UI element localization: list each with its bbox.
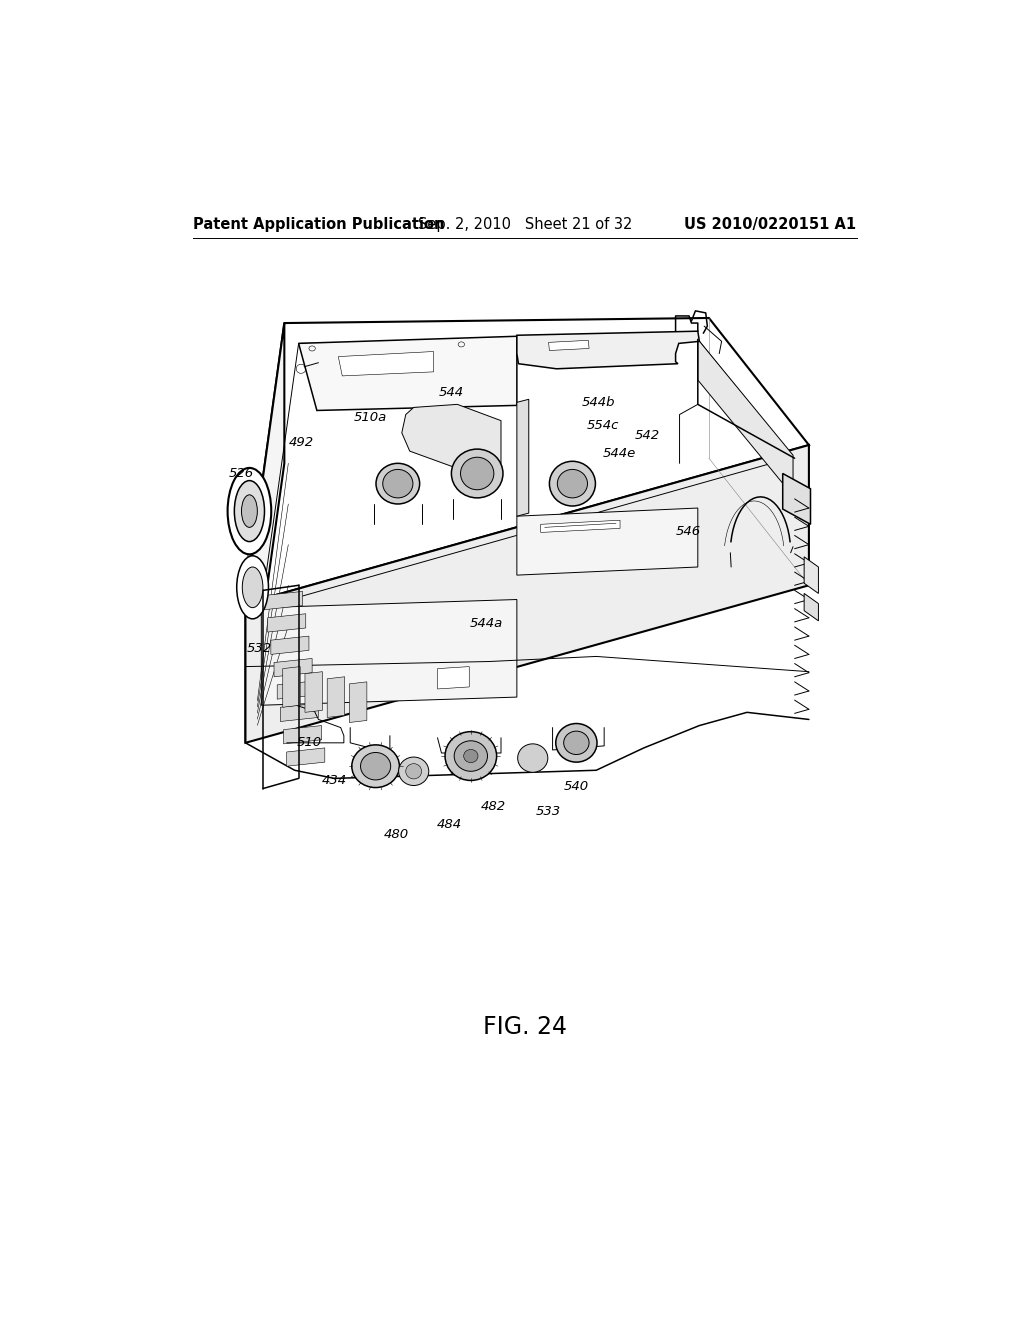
Ellipse shape [243, 568, 263, 607]
Ellipse shape [550, 461, 595, 506]
Polygon shape [246, 323, 285, 743]
Polygon shape [349, 682, 367, 722]
Polygon shape [517, 399, 528, 516]
Ellipse shape [242, 495, 257, 528]
Polygon shape [283, 667, 300, 708]
Ellipse shape [556, 723, 597, 762]
Polygon shape [804, 594, 818, 620]
Polygon shape [517, 508, 697, 576]
Ellipse shape [445, 731, 497, 780]
Polygon shape [270, 636, 309, 655]
Text: 542: 542 [634, 429, 659, 442]
Ellipse shape [455, 741, 487, 771]
Text: 532: 532 [247, 642, 271, 655]
Text: 554c: 554c [587, 420, 620, 432]
Polygon shape [437, 667, 469, 689]
Polygon shape [328, 677, 345, 718]
Ellipse shape [464, 750, 478, 763]
Polygon shape [281, 704, 318, 722]
Ellipse shape [237, 556, 268, 619]
Ellipse shape [461, 457, 494, 490]
Ellipse shape [376, 463, 420, 504]
Text: 526: 526 [229, 467, 254, 480]
Ellipse shape [352, 744, 399, 788]
Polygon shape [338, 351, 433, 376]
Polygon shape [517, 331, 699, 368]
Text: 533: 533 [536, 805, 561, 818]
Text: US 2010/0220151 A1: US 2010/0220151 A1 [684, 216, 856, 232]
Polygon shape [299, 337, 517, 411]
Ellipse shape [227, 467, 271, 554]
Ellipse shape [563, 731, 589, 755]
Text: 480: 480 [384, 828, 409, 841]
Ellipse shape [518, 744, 548, 772]
Text: 544a: 544a [470, 618, 504, 631]
Polygon shape [549, 341, 589, 351]
Polygon shape [541, 520, 620, 532]
Text: 434: 434 [322, 774, 347, 787]
Text: Patent Application Publication: Patent Application Publication [194, 216, 444, 232]
Text: 546: 546 [676, 525, 700, 539]
Ellipse shape [234, 480, 264, 541]
Polygon shape [697, 339, 793, 496]
Polygon shape [804, 557, 818, 594]
Polygon shape [274, 659, 312, 677]
Polygon shape [287, 748, 325, 766]
Ellipse shape [360, 752, 391, 780]
Polygon shape [782, 474, 811, 524]
Text: Sep. 2, 2010   Sheet 21 of 32: Sep. 2, 2010 Sheet 21 of 32 [418, 216, 632, 232]
Ellipse shape [406, 764, 422, 779]
Polygon shape [246, 445, 809, 743]
Polygon shape [278, 681, 315, 700]
Text: 540: 540 [564, 780, 589, 793]
Text: 482: 482 [480, 800, 506, 813]
Polygon shape [246, 318, 809, 603]
Polygon shape [264, 591, 303, 610]
Ellipse shape [383, 470, 413, 498]
Text: 510a: 510a [353, 411, 387, 424]
Text: FIG. 24: FIG. 24 [482, 1015, 567, 1039]
Ellipse shape [398, 758, 429, 785]
Text: 544b: 544b [582, 396, 615, 409]
Polygon shape [305, 672, 323, 713]
Polygon shape [261, 599, 517, 705]
Text: 510: 510 [296, 737, 322, 750]
Polygon shape [284, 726, 322, 744]
Text: 484: 484 [437, 817, 462, 830]
Text: 492: 492 [289, 437, 313, 450]
Ellipse shape [452, 449, 503, 498]
Polygon shape [401, 404, 501, 474]
Polygon shape [267, 614, 306, 632]
Ellipse shape [557, 470, 588, 498]
Text: 544: 544 [439, 385, 464, 399]
Text: 544e: 544e [602, 446, 636, 459]
